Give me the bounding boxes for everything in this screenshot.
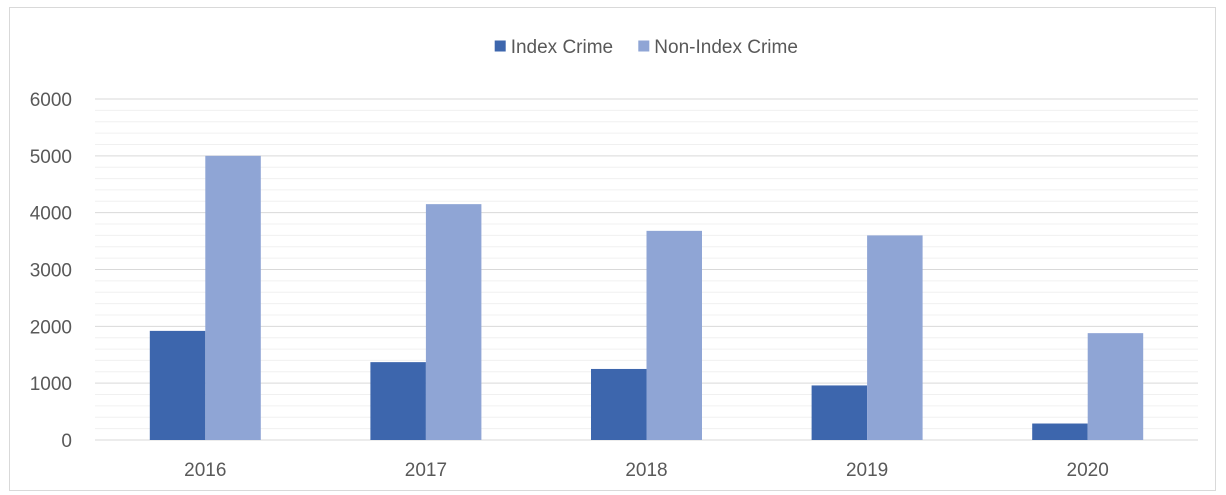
bar-index-crime-2020	[1032, 423, 1088, 440]
x-axis: 2016 2017 2018 2019 2020	[184, 460, 1109, 481]
y-tick-label: 2000	[30, 317, 72, 338]
bar-non-index-crime-2017	[425, 204, 482, 440]
x-tick-label: 2017	[405, 460, 447, 481]
chart-frame: 0 1000 2000 3000 4000 5000 6000 2016 2017 2018 20…	[9, 7, 1216, 491]
bar-index-crime-2016	[149, 330, 206, 440]
x-tick-label: 2020	[1067, 460, 1109, 481]
y-tick-label: 1000	[30, 374, 72, 395]
legend-label-non-index-crime: Non-Index Crime	[654, 37, 798, 58]
y-axis: 0 1000 2000 3000 4000 5000 6000	[30, 90, 72, 452]
y-tick-label: 4000	[30, 204, 72, 225]
y-tick-label: 3000	[30, 261, 72, 282]
legend-swatch-non-index-crime	[638, 40, 650, 52]
bar-index-crime-2017	[370, 362, 426, 440]
legend-label-index-crime: Index Crime	[511, 37, 613, 58]
bars	[149, 155, 1144, 441]
bar-non-index-crime-2020	[1087, 333, 1144, 440]
y-tick-label: 0	[61, 431, 72, 452]
bar-non-index-crime-2019	[867, 235, 923, 440]
x-tick-label: 2016	[184, 460, 226, 481]
bar-non-index-crime-2018	[646, 230, 702, 440]
bar-index-crime-2019	[811, 385, 868, 440]
y-tick-label: 6000	[30, 90, 72, 111]
bar-index-crime-2018	[591, 368, 647, 440]
bar-non-index-crime-2016	[205, 155, 261, 441]
legend: Index Crime Non-Index Crime	[494, 37, 798, 58]
x-tick-label: 2018	[625, 460, 667, 481]
legend-swatch-index-crime	[494, 40, 506, 52]
x-tick-label: 2019	[846, 460, 888, 481]
y-tick-label: 5000	[30, 147, 72, 168]
